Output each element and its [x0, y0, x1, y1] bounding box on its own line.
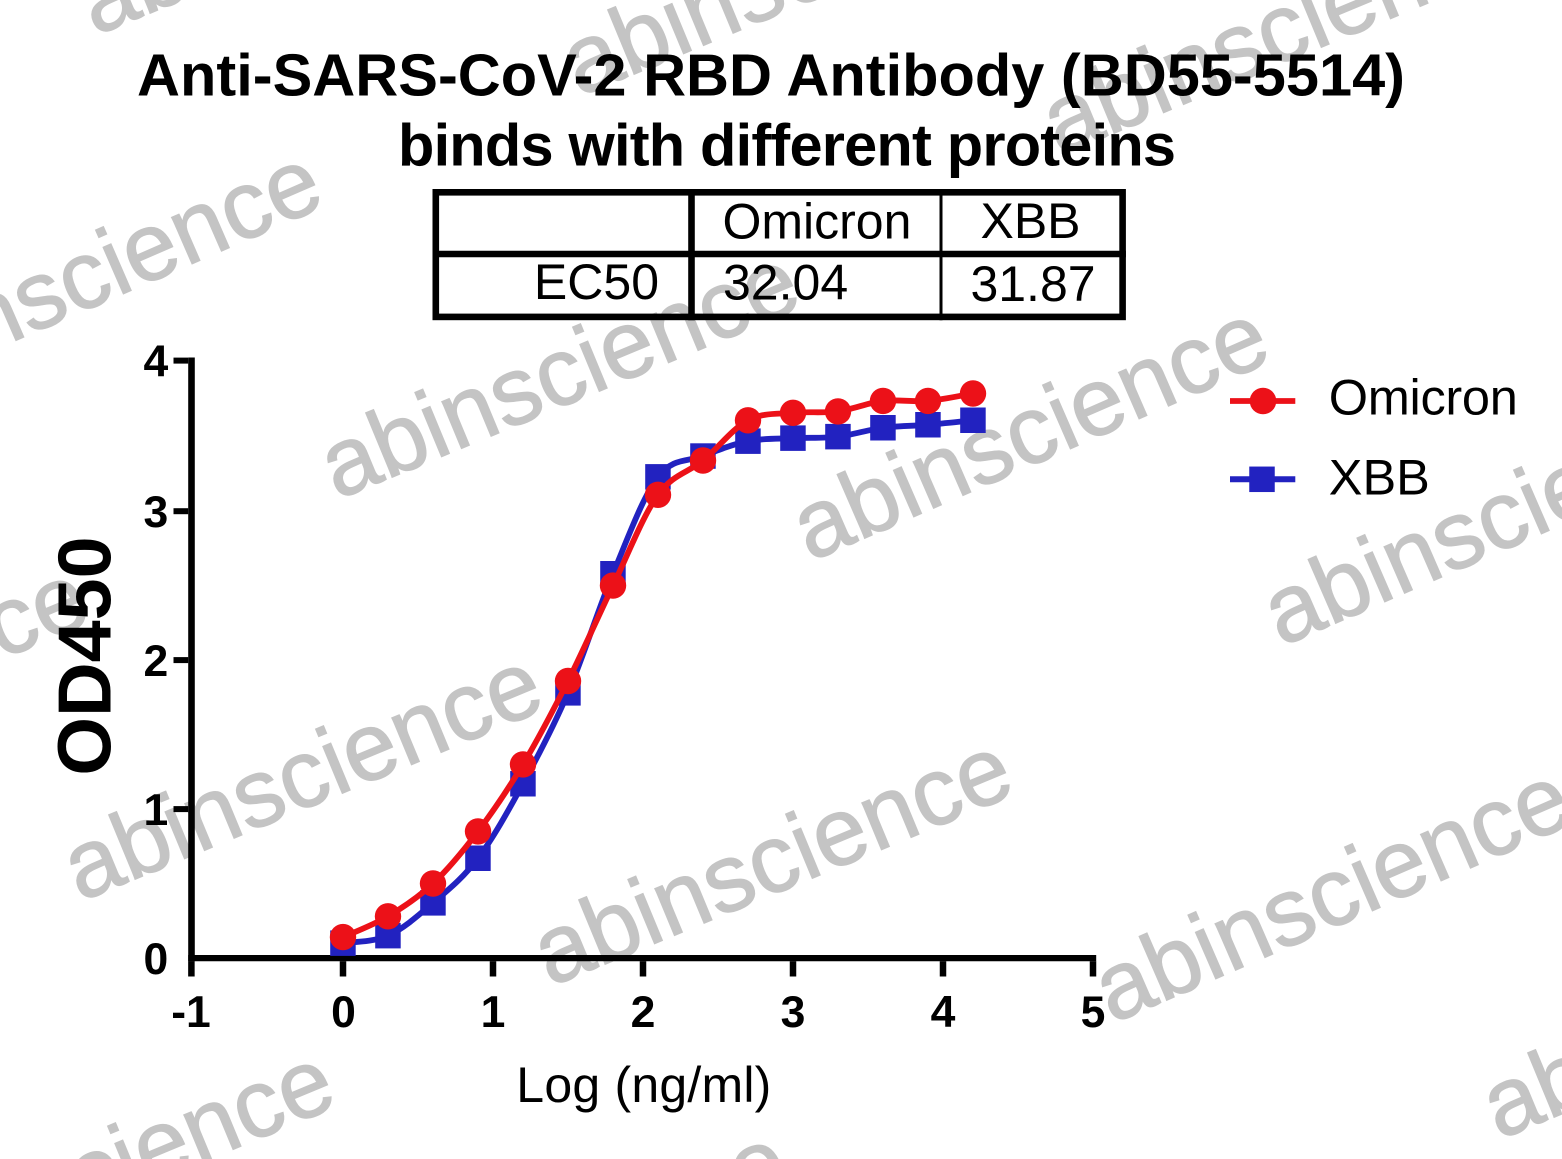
svg-text:32.04: 32.04: [723, 255, 848, 311]
svg-text:3: 3: [144, 488, 169, 537]
svg-text:1: 1: [144, 786, 169, 835]
svg-text:0: 0: [331, 988, 356, 1037]
svg-text:Log (ng/ml): Log (ng/ml): [516, 1057, 771, 1113]
svg-text:XBB: XBB: [980, 193, 1080, 249]
svg-text:3: 3: [781, 988, 806, 1037]
svg-text:binds with different proteins: binds with different proteins: [398, 112, 1176, 179]
svg-text:1: 1: [481, 988, 506, 1037]
svg-text:2: 2: [631, 988, 656, 1037]
svg-text:-1: -1: [171, 988, 211, 1037]
svg-text:4: 4: [931, 988, 956, 1037]
svg-text:31.87: 31.87: [970, 256, 1095, 312]
svg-text:XBB: XBB: [1329, 449, 1430, 506]
svg-text:5: 5: [1081, 988, 1106, 1037]
svg-text:EC50: EC50: [534, 254, 659, 310]
svg-text:4: 4: [144, 337, 169, 386]
svg-text:0: 0: [144, 935, 169, 984]
svg-text:Omicron: Omicron: [1329, 369, 1518, 426]
svg-text:Omicron: Omicron: [723, 194, 912, 250]
svg-text:Anti-SARS-CoV-2 RBD Antibody (: Anti-SARS-CoV-2 RBD Antibody (BD55-5514): [137, 42, 1405, 109]
svg-text:2: 2: [144, 637, 169, 686]
svg-text:OD450: OD450: [43, 536, 127, 775]
